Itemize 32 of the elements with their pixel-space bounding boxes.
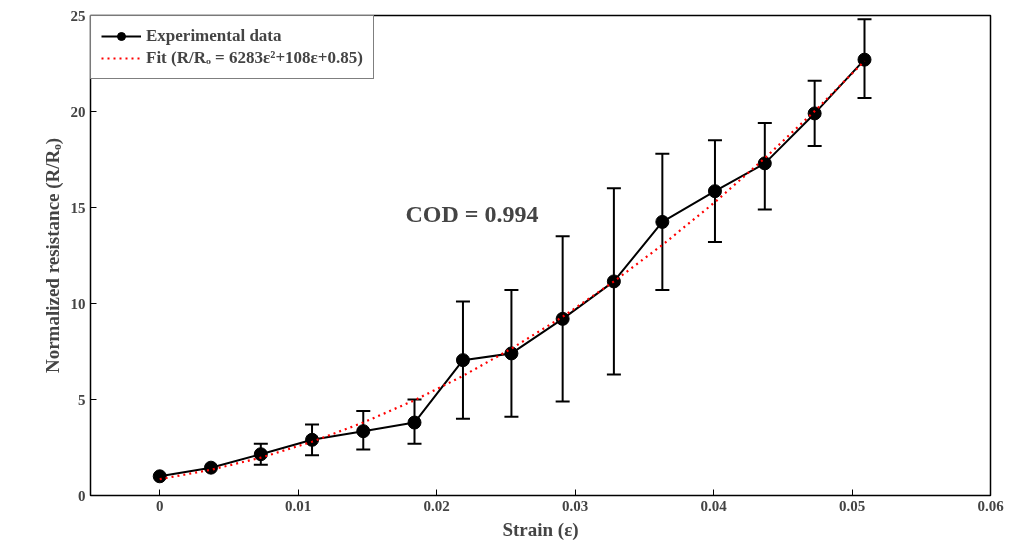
point	[253, 447, 268, 462]
annotation: COD = 0.994	[405, 200, 539, 227]
y-axis-title: Normalized resistance (R/Rₒ)	[41, 137, 64, 374]
point	[305, 432, 320, 447]
point	[757, 156, 772, 171]
point	[655, 214, 670, 229]
x-tick-label: 0.05	[838, 497, 866, 514]
x-tick-label: 0.04	[700, 497, 728, 514]
x-axis-title: Strain (ε)	[502, 518, 579, 541]
point	[152, 469, 167, 484]
point	[857, 52, 872, 67]
x-tick-label: 0	[155, 497, 164, 514]
point	[407, 415, 422, 430]
x-tick-label: 0.02	[423, 497, 450, 514]
y-tick-label: 20	[70, 103, 86, 120]
point	[606, 274, 621, 289]
x-tick-label: 0.06	[977, 497, 1005, 514]
point	[555, 311, 570, 326]
point	[707, 184, 722, 199]
y-tick-label: 10	[70, 295, 86, 312]
legend-label: Experimental data	[146, 26, 282, 46]
point	[807, 106, 822, 121]
point	[504, 346, 519, 361]
x-tick-label: 0.01	[285, 497, 312, 514]
x-tick-label: 0.03	[561, 497, 589, 514]
y-tick-label: 25	[70, 7, 86, 24]
point	[356, 424, 371, 439]
point	[455, 353, 470, 368]
point	[203, 460, 218, 475]
y-tick-label: 15	[70, 199, 86, 216]
y-tick-label: 5	[78, 391, 86, 408]
legend-label: Fit (R/Rₒ = 6283ε²+108ε+0.85)	[146, 48, 363, 68]
